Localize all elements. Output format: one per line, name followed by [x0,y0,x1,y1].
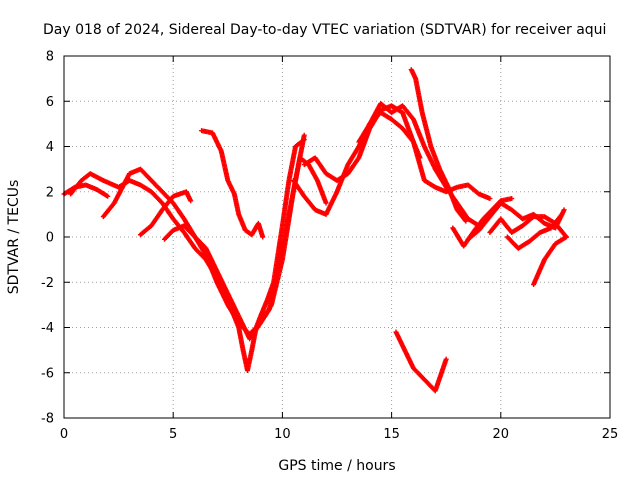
y-tick-label: 2 [46,185,54,200]
data-point [105,193,111,199]
series-trace-11 [393,329,449,394]
data-point [561,207,567,213]
plot-frame [63,55,611,419]
y-tick-label: -8 [41,412,54,427]
series-trace-16 [531,234,569,288]
series-trace-4 [137,189,194,238]
y-tick-label: -4 [41,321,54,336]
y-tick-label: 4 [46,140,54,155]
data-point [323,200,329,206]
data-point [487,196,493,202]
data-point [463,218,469,224]
x-tick-label: 5 [169,427,177,442]
data-point [260,234,266,240]
x-tick-label: 20 [493,427,510,442]
axis-ticks: 0 5 10 15 20 25 -8 -6 -4 -2 0 2 4 6 8 [41,50,618,443]
y-tick-label: -6 [41,366,54,381]
series-trace-6 [199,128,266,240]
y-axis-label: SDTVAR / TECUs [6,180,22,295]
data-point [443,356,449,362]
x-axis-label: GPS time / hours [278,458,395,474]
data-point [188,198,194,204]
series-trace-15 [504,211,565,251]
y-tick-label: -2 [41,276,54,291]
series-trace-10 [408,67,469,224]
y-tick-label: 6 [46,95,54,110]
x-tick-label: 15 [383,427,400,442]
data-point [509,196,515,202]
data-point [563,234,569,240]
data-point [559,211,565,217]
chart-title: Day 018 of 2024, Sidereal Day-to-day VTE… [43,22,606,38]
x-tick-label: 0 [60,427,68,442]
data-marks [61,67,569,394]
series-trace-14 [487,214,569,240]
x-tick-label: 25 [602,427,619,442]
x-tick-label: 10 [274,427,291,442]
data-point [301,132,307,138]
y-tick-label: 8 [46,50,54,65]
y-tick-label: 0 [46,231,54,246]
